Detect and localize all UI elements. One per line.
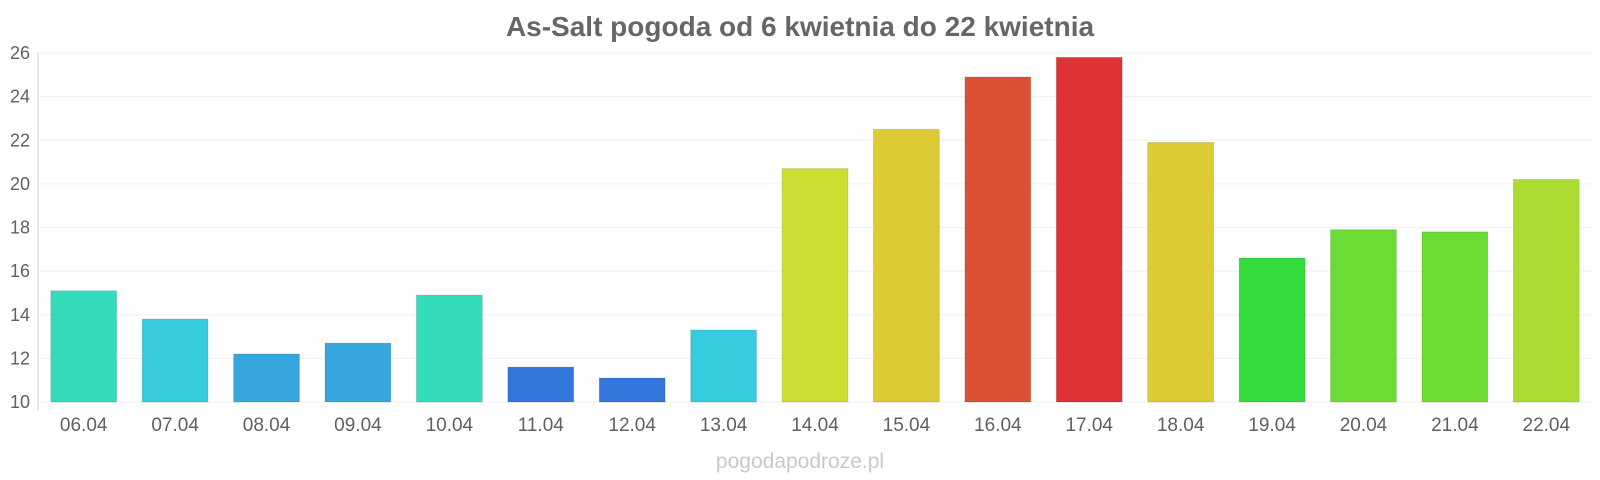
x-tick-label: 19.04 — [1248, 415, 1296, 436]
x-tick-label: 16.04 — [974, 415, 1022, 436]
x-tick-label: 11.04 — [518, 415, 565, 436]
x-tick-label: 22.04 — [1523, 415, 1571, 436]
bar-18.04[interactable] — [1148, 142, 1214, 402]
x-axis: 06.04 07.04 08.04 09.04 10.04 11.04 12.04 13.04… — [60, 415, 1571, 436]
y-tick-label: 14 — [10, 305, 30, 325]
chart-title: As-Salt pogoda od 6 kwietnia do 22 kwiet… — [506, 11, 1095, 42]
y-tick-label: 20 — [10, 174, 30, 194]
bar-09.04[interactable] — [325, 343, 391, 402]
bar-20.04[interactable] — [1331, 230, 1397, 402]
bar-08.04[interactable] — [234, 354, 300, 402]
bar-19.04[interactable] — [1239, 258, 1305, 402]
x-tick-label: 14.04 — [791, 415, 839, 436]
x-tick-label: 09.04 — [334, 415, 382, 436]
x-tick-label: 17.04 — [1065, 415, 1113, 436]
x-tick-label: 13.04 — [700, 415, 748, 436]
bar-11.04[interactable] — [508, 367, 574, 402]
y-tick-label: 10 — [10, 392, 30, 412]
bar-15.04[interactable] — [874, 129, 940, 402]
credit-text: pogodapodroze.pl — [716, 450, 884, 473]
bar-10.04[interactable] — [416, 295, 482, 402]
x-tick-label: 10.04 — [426, 415, 474, 436]
y-tick-label: 24 — [10, 87, 30, 107]
bars — [51, 57, 1579, 402]
y-tick-label: 16 — [10, 261, 30, 281]
x-tick-label: 07.04 — [151, 415, 199, 436]
bar-07.04[interactable] — [142, 319, 208, 402]
bar-06.04[interactable] — [51, 291, 117, 402]
bar-17.04[interactable] — [1056, 57, 1122, 402]
bar-22.04[interactable] — [1513, 180, 1579, 402]
bar-13.04[interactable] — [691, 330, 757, 402]
bar-12.04[interactable] — [599, 378, 665, 402]
y-tick-label: 12 — [10, 348, 30, 368]
y-tick-label: 18 — [10, 218, 30, 238]
bar-14.04[interactable] — [782, 169, 848, 402]
x-tick-label: 18.04 — [1157, 415, 1205, 436]
x-tick-label: 15.04 — [883, 415, 931, 436]
bar-21.04[interactable] — [1422, 232, 1488, 402]
x-tick-label: 08.04 — [243, 415, 291, 436]
y-tick-label: 22 — [10, 130, 30, 150]
y-tick-label: 26 — [10, 43, 30, 63]
x-tick-label: 21.04 — [1431, 415, 1479, 436]
bar-16.04[interactable] — [965, 77, 1031, 402]
x-tick-label: 12.04 — [608, 415, 656, 436]
x-tick-label: 06.04 — [60, 415, 108, 436]
x-tick-label: 20.04 — [1340, 415, 1388, 436]
y-axis: 10 12 14 16 18 20 22 24 26 — [10, 43, 38, 412]
